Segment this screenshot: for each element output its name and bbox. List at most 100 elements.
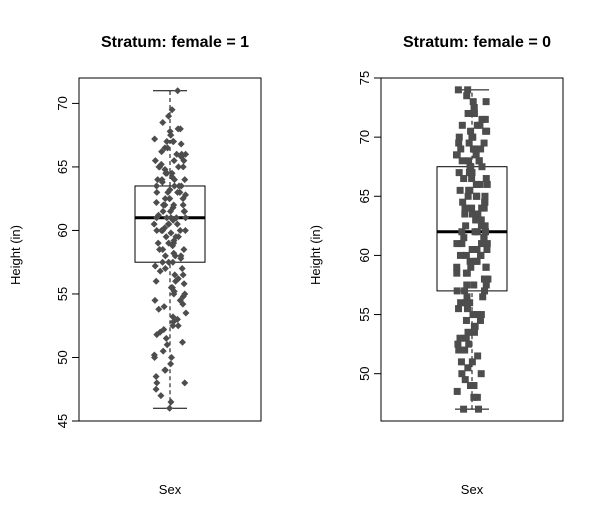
data-point bbox=[164, 188, 172, 196]
data-point bbox=[161, 265, 169, 273]
data-point bbox=[458, 240, 466, 248]
data-point bbox=[468, 246, 476, 253]
data-point bbox=[176, 226, 184, 234]
y-axis-label: Height (in) bbox=[8, 225, 23, 285]
data-point bbox=[467, 263, 475, 271]
data-point bbox=[159, 118, 167, 126]
y-axis: 45 50 55 60 65 70 bbox=[55, 96, 80, 428]
y-tick-label: 65 bbox=[55, 160, 70, 174]
panel-stratum-female-0: Stratum: female = 0 Height (in) Sex 50 55… bbox=[308, 34, 564, 497]
data-point bbox=[482, 175, 490, 183]
data-point bbox=[169, 322, 177, 330]
data-point bbox=[459, 198, 467, 206]
data-point bbox=[453, 240, 461, 248]
data-point bbox=[166, 404, 174, 412]
data-point bbox=[169, 313, 177, 321]
data-point bbox=[150, 220, 158, 228]
data-point bbox=[177, 182, 185, 190]
data-point bbox=[153, 214, 161, 222]
data-point bbox=[170, 290, 178, 298]
data-point bbox=[467, 127, 475, 135]
data-point bbox=[158, 148, 166, 156]
y-tick-label: 65 bbox=[357, 189, 372, 203]
data-point bbox=[463, 92, 471, 100]
data-point bbox=[170, 176, 178, 184]
data-point bbox=[454, 340, 462, 348]
data-point bbox=[161, 195, 169, 203]
data-point bbox=[173, 150, 181, 158]
data-point bbox=[182, 309, 190, 317]
data-point bbox=[174, 233, 182, 241]
data-point bbox=[464, 109, 472, 117]
data-point bbox=[469, 311, 477, 319]
data-point bbox=[455, 139, 463, 147]
data-point bbox=[455, 169, 463, 177]
data-point bbox=[159, 246, 167, 253]
y-tick-label: 50 bbox=[357, 366, 372, 380]
data-point bbox=[464, 86, 472, 94]
data-point bbox=[181, 207, 189, 215]
data-point bbox=[177, 254, 185, 262]
data-point bbox=[166, 207, 174, 215]
data-point bbox=[152, 277, 160, 285]
data-point bbox=[174, 322, 182, 330]
data-point bbox=[458, 121, 466, 129]
data-points bbox=[452, 86, 492, 413]
data-point bbox=[170, 182, 178, 190]
data-point bbox=[453, 151, 461, 159]
data-point bbox=[175, 163, 183, 171]
data-point bbox=[478, 204, 486, 212]
data-point bbox=[470, 109, 478, 117]
data-point bbox=[167, 398, 175, 406]
data-point bbox=[476, 180, 484, 188]
data-point bbox=[456, 186, 464, 194]
data-point bbox=[466, 186, 474, 194]
data-point bbox=[463, 305, 471, 313]
data-point bbox=[468, 133, 476, 141]
data-point bbox=[165, 258, 173, 266]
data-point bbox=[162, 334, 170, 342]
data-point bbox=[168, 169, 176, 177]
data-point bbox=[455, 305, 463, 313]
data-point bbox=[463, 269, 471, 277]
data-point bbox=[478, 115, 486, 123]
data-point bbox=[168, 106, 176, 114]
data-point bbox=[151, 353, 159, 361]
data-point bbox=[163, 138, 171, 146]
data-point bbox=[166, 195, 174, 203]
data-point bbox=[465, 340, 473, 348]
data-point bbox=[174, 87, 182, 95]
data-point bbox=[453, 287, 461, 295]
data-point bbox=[477, 311, 485, 319]
data-point bbox=[482, 281, 490, 289]
data-point bbox=[481, 222, 489, 230]
data-point bbox=[169, 258, 177, 266]
data-point bbox=[470, 382, 478, 390]
data-point bbox=[466, 382, 474, 390]
data-point bbox=[464, 328, 472, 336]
data-point bbox=[474, 210, 482, 218]
data-point bbox=[458, 370, 466, 378]
data-point bbox=[466, 299, 474, 307]
data-point bbox=[477, 251, 485, 259]
data-point bbox=[461, 346, 469, 354]
data-point bbox=[168, 353, 176, 361]
y-tick-label: 60 bbox=[357, 248, 372, 262]
data-point bbox=[171, 252, 179, 260]
y-tick-label: 55 bbox=[357, 307, 372, 321]
data-point bbox=[151, 157, 159, 165]
data-point bbox=[481, 192, 489, 200]
data-point bbox=[457, 358, 465, 366]
data-point bbox=[473, 246, 481, 253]
data-point bbox=[161, 366, 169, 374]
data-point bbox=[167, 229, 175, 237]
data-point bbox=[152, 385, 160, 393]
data-point bbox=[463, 293, 471, 301]
x-axis-label: Sex bbox=[159, 482, 182, 497]
data-point bbox=[469, 145, 477, 153]
data-point bbox=[161, 201, 169, 209]
data-point bbox=[482, 98, 490, 106]
data-point bbox=[462, 316, 470, 324]
data-point bbox=[165, 112, 173, 120]
data-point bbox=[458, 228, 466, 236]
